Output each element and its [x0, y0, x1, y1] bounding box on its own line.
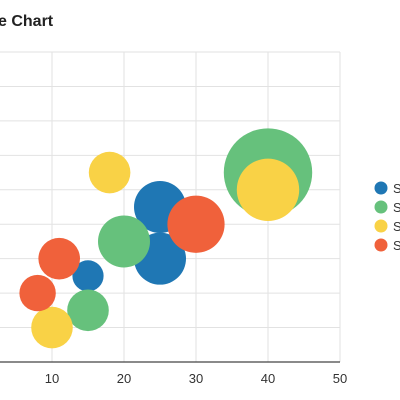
axes: 10 20 30 40 50 — [0, 361, 347, 386]
bubbles — [19, 128, 313, 349]
legend-marker — [374, 238, 388, 252]
bubble-series-2 — [98, 215, 150, 268]
bubble-series-2 — [67, 289, 109, 332]
legend-label: S — [393, 219, 400, 234]
chart-title: e Chart — [0, 13, 54, 30]
bubble-series-4 — [38, 237, 80, 280]
legend-label: S — [393, 200, 400, 215]
bubble-series-4 — [167, 195, 225, 253]
legend-label: S — [393, 238, 400, 253]
x-tick-label: 10 — [45, 371, 59, 386]
bubble-series-3 — [88, 151, 131, 194]
legend-marker — [374, 219, 388, 233]
x-tick-label: 30 — [189, 371, 203, 386]
legend-marker — [374, 181, 388, 195]
bubble-series-3 — [31, 306, 73, 349]
bubble-series-1 — [72, 260, 104, 292]
legend-marker — [374, 200, 388, 214]
legend-label: S — [393, 181, 400, 196]
x-tick-label: 40 — [261, 371, 275, 386]
x-tick-label: 50 — [333, 371, 347, 386]
bubble-series-3 — [236, 158, 300, 221]
bubble-series-4 — [19, 274, 56, 312]
x-tick-label: 20 — [117, 371, 131, 386]
